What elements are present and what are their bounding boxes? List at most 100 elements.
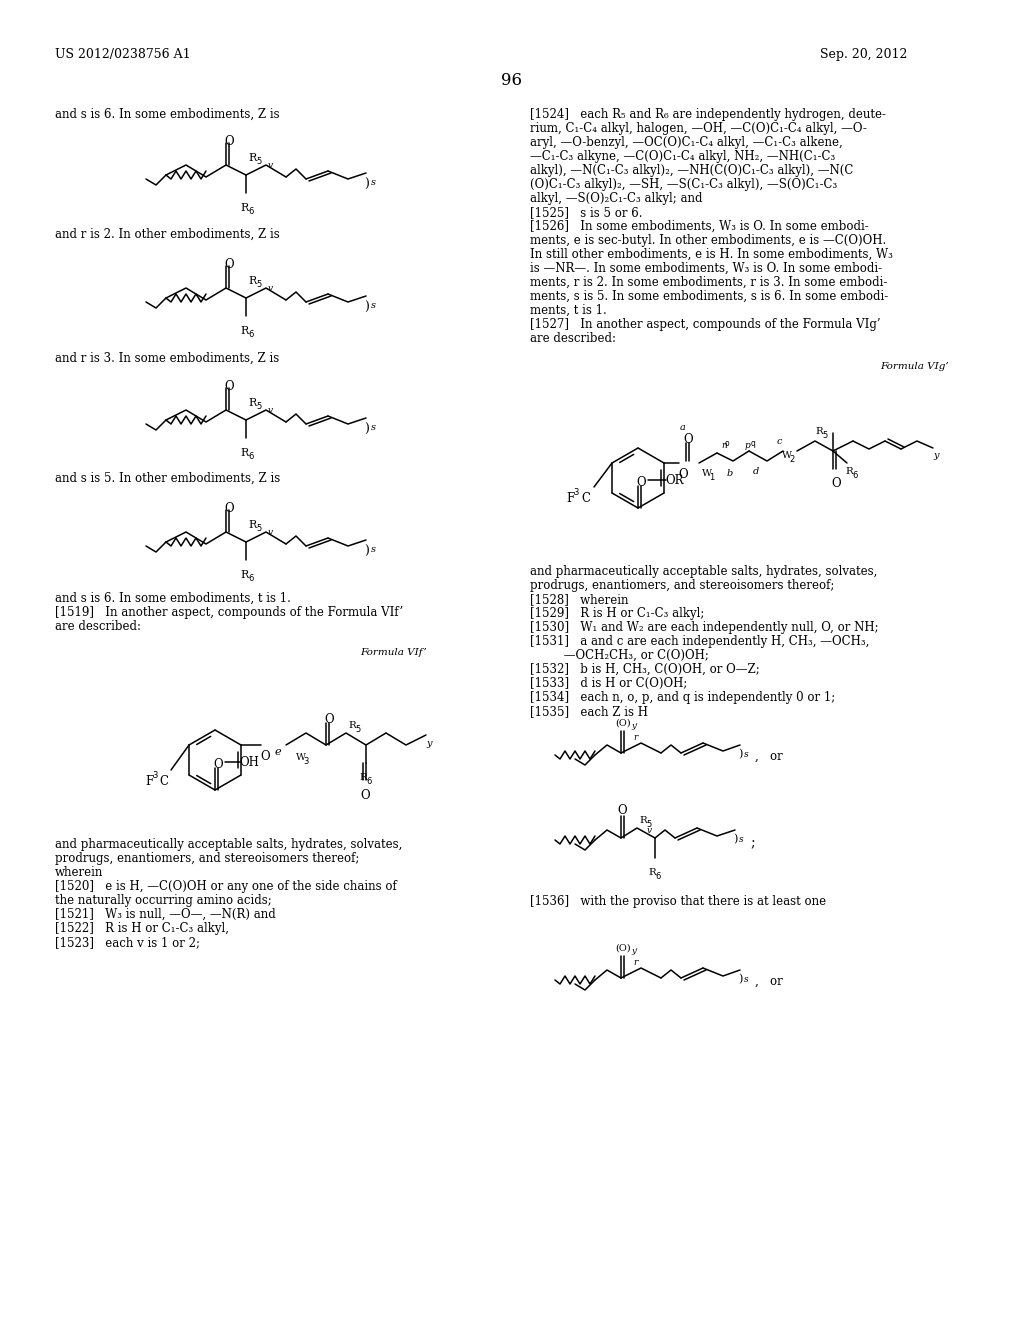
- Text: and r is 3. In some embodiments, Z is: and r is 3. In some embodiments, Z is: [55, 352, 280, 366]
- Text: US 2012/0238756 A1: US 2012/0238756 A1: [55, 48, 190, 61]
- Text: [1528]   wherein: [1528] wherein: [530, 593, 629, 606]
- Text: s: s: [739, 836, 743, 843]
- Text: a: a: [680, 422, 686, 432]
- Text: 6: 6: [248, 574, 253, 583]
- Text: ): ): [733, 834, 737, 845]
- Text: W: W: [296, 752, 306, 762]
- Text: R: R: [639, 816, 647, 825]
- Text: 6: 6: [366, 777, 372, 785]
- Text: O: O: [224, 257, 233, 271]
- Text: O: O: [683, 433, 692, 446]
- Text: R: R: [815, 426, 822, 436]
- Text: alkyl), —N(C₁-C₃ alkyl)₂, —NH(C(O)C₁-C₃ alkyl), —N(C: alkyl), —N(C₁-C₃ alkyl)₂, —NH(C(O)C₁-C₃ …: [530, 164, 853, 177]
- Text: b: b: [727, 469, 733, 478]
- Text: R: R: [240, 447, 248, 458]
- Text: Formula VIg’: Formula VIg’: [880, 362, 948, 371]
- Text: W: W: [782, 451, 792, 459]
- Text: 6: 6: [248, 451, 253, 461]
- Text: are described:: are described:: [530, 333, 616, 345]
- Text: R: R: [348, 721, 355, 730]
- Text: [1532]   b is H, CH₃, C(O)OH, or O—Z;: [1532] b is H, CH₃, C(O)OH, or O—Z;: [530, 663, 760, 676]
- Text: O: O: [324, 713, 334, 726]
- Text: v: v: [647, 826, 652, 836]
- Text: r: r: [633, 733, 637, 742]
- Text: ments, r is 2. In some embodiments, r is 3. In some embodi-: ments, r is 2. In some embodiments, r is…: [530, 276, 888, 289]
- Text: 5: 5: [646, 820, 651, 829]
- Text: [1522]   R is H or C₁-C₃ alkyl,: [1522] R is H or C₁-C₃ alkyl,: [55, 921, 229, 935]
- Text: Sep. 20, 2012: Sep. 20, 2012: [820, 48, 907, 61]
- Text: and r is 2. In other embodiments, Z is: and r is 2. In other embodiments, Z is: [55, 228, 280, 242]
- Text: wherein: wherein: [55, 866, 103, 879]
- Text: 3: 3: [303, 756, 308, 766]
- Text: 6: 6: [248, 330, 253, 339]
- Text: and s is 6. In some embodiments, t is 1.: and s is 6. In some embodiments, t is 1.: [55, 591, 291, 605]
- Text: OH: OH: [239, 756, 259, 770]
- Text: C: C: [581, 492, 590, 506]
- Text: [1530]   W₁ and W₂ are each independently null, O, or NH;: [1530] W₁ and W₂ are each independently …: [530, 620, 879, 634]
- Text: and pharmaceutically acceptable salts, hydrates, solvates,: and pharmaceutically acceptable salts, h…: [55, 838, 402, 851]
- Text: O: O: [831, 477, 841, 490]
- Text: R: R: [248, 520, 256, 531]
- Text: [1521]   W₃ is null, —O—, —N(R) and: [1521] W₃ is null, —O—, —N(R) and: [55, 908, 275, 921]
- Text: O: O: [224, 502, 233, 515]
- Text: y′: y′: [631, 946, 638, 954]
- Text: O: O: [224, 380, 233, 393]
- Text: 5: 5: [256, 280, 261, 289]
- Text: e: e: [275, 747, 282, 756]
- Text: rium, C₁-C₄ alkyl, halogen, —OH, —C(O)C₁-C₄ alkyl, —O-: rium, C₁-C₄ alkyl, halogen, —OH, —C(O)C₁…: [530, 121, 867, 135]
- Text: ): ): [364, 178, 369, 191]
- Text: O: O: [360, 789, 370, 803]
- Text: aryl, —O-benzyl, —OC(O)C₁-C₄ alkyl, —C₁-C₃ alkene,: aryl, —O-benzyl, —OC(O)C₁-C₄ alkyl, —C₁-…: [530, 136, 843, 149]
- Text: ,   or: , or: [755, 975, 782, 987]
- Text: r: r: [633, 958, 637, 968]
- Text: 2: 2: [788, 455, 795, 465]
- Text: 1: 1: [709, 473, 714, 482]
- Text: O: O: [260, 750, 269, 763]
- Text: R: R: [359, 774, 367, 781]
- Text: R: R: [240, 326, 248, 337]
- Text: v: v: [268, 528, 273, 537]
- Text: s: s: [744, 750, 749, 759]
- Text: 6: 6: [852, 471, 857, 480]
- Text: ): ): [364, 545, 369, 558]
- Text: [1519]   In another aspect, compounds of the Formula VIf’: [1519] In another aspect, compounds of t…: [55, 606, 403, 619]
- Text: v: v: [268, 407, 273, 414]
- Text: o: o: [725, 440, 730, 447]
- Text: p: p: [745, 441, 751, 450]
- Text: [1536]   with the proviso that there is at least one: [1536] with the proviso that there is at…: [530, 895, 826, 908]
- Text: 5: 5: [822, 432, 827, 440]
- Text: [1525]   s is 5 or 6.: [1525] s is 5 or 6.: [530, 206, 642, 219]
- Text: the naturally occurring amino acids;: the naturally occurring amino acids;: [55, 894, 271, 907]
- Text: OR: OR: [665, 474, 683, 487]
- Text: F: F: [566, 492, 574, 506]
- Text: [1520]   e is H, —C(O)OH or any one of the side chains of: [1520] e is H, —C(O)OH or any one of the…: [55, 880, 396, 894]
- Text: (O): (O): [615, 944, 631, 953]
- Text: O: O: [678, 469, 687, 480]
- Text: O: O: [636, 477, 645, 488]
- Text: y: y: [426, 739, 431, 748]
- Text: y′: y′: [631, 722, 638, 730]
- Text: 5: 5: [256, 524, 261, 533]
- Text: are described:: are described:: [55, 620, 141, 634]
- Text: (O)C₁-C₃ alkyl)₂, —SH, —S(C₁-C₃ alkyl), —S(O)C₁-C₃: (O)C₁-C₃ alkyl)₂, —SH, —S(C₁-C₃ alkyl), …: [530, 178, 838, 191]
- Text: O: O: [213, 758, 222, 771]
- Text: —OCH₂CH₃, or C(O)OH;: —OCH₂CH₃, or C(O)OH;: [530, 649, 709, 663]
- Text: [1533]   d is H or C(O)OH;: [1533] d is H or C(O)OH;: [530, 677, 687, 690]
- Text: ): ): [364, 422, 369, 436]
- Text: and s is 6. In some embodiments, Z is: and s is 6. In some embodiments, Z is: [55, 108, 280, 121]
- Text: [1524]   each R₅ and R₆ are independently hydrogen, deute-: [1524] each R₅ and R₆ are independently …: [530, 108, 886, 121]
- Text: R: R: [248, 153, 256, 162]
- Text: 96: 96: [502, 73, 522, 88]
- Text: ments, t is 1.: ments, t is 1.: [530, 304, 607, 317]
- Text: 5: 5: [256, 157, 261, 166]
- Text: (O): (O): [615, 719, 631, 729]
- Text: is —NR—. In some embodiments, W₃ is O. In some embodi-: is —NR—. In some embodiments, W₃ is O. I…: [530, 261, 882, 275]
- Text: 6: 6: [655, 873, 660, 880]
- Text: R: R: [248, 276, 256, 286]
- Text: and s is 5. In other embodiments, Z is: and s is 5. In other embodiments, Z is: [55, 473, 281, 484]
- Text: O: O: [224, 135, 233, 148]
- Text: prodrugs, enantiomers, and stereoisomers thereof;: prodrugs, enantiomers, and stereoisomers…: [55, 851, 359, 865]
- Text: [1523]   each v is 1 or 2;: [1523] each v is 1 or 2;: [55, 936, 200, 949]
- Text: R: R: [240, 203, 248, 213]
- Text: alkyl, —S(O)₂C₁-C₃ alkyl; and: alkyl, —S(O)₂C₁-C₃ alkyl; and: [530, 191, 702, 205]
